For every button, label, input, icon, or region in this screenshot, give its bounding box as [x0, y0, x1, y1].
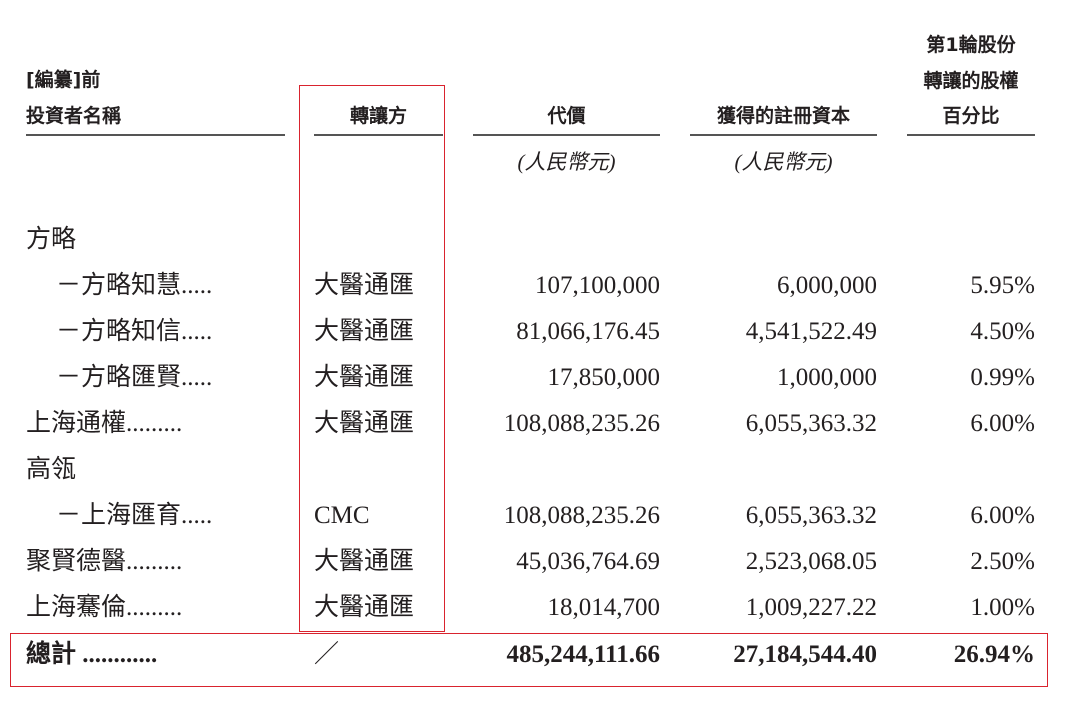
registered-capital: 6,000,000	[777, 272, 877, 299]
transferor: 大醫通匯	[314, 548, 415, 575]
table-row: 方略	[0, 220, 1080, 260]
equity-percentage: 4.50%	[970, 318, 1035, 345]
unit-capital: (人民幣元)	[734, 150, 833, 174]
header-pct-line2: 轉讓的股權	[923, 70, 1019, 92]
price: 108,088,235.26	[503, 410, 660, 437]
header-divider	[314, 134, 443, 136]
total-highlight-box	[10, 633, 1048, 687]
price: 18,014,700	[547, 594, 661, 621]
price: 107,100,000	[535, 272, 660, 299]
registered-capital: 6,055,363.32	[745, 410, 877, 437]
price: 81,066,176.45	[516, 318, 660, 345]
registered-capital: 1,000,000	[777, 364, 877, 391]
table-row: －方略匯賢..... 大醫通匯 17,850,000 1,000,000 0.99%	[0, 358, 1080, 398]
registered-capital: 6,055,363.32	[745, 502, 877, 529]
investor-name: 上海騫倫.........	[26, 594, 183, 621]
price: 17,850,000	[547, 364, 661, 391]
transferor: 大醫通匯	[314, 318, 415, 345]
investor-name: －方略匯賢.....	[56, 364, 213, 391]
equity-percentage: 5.95%	[970, 272, 1035, 299]
investor-name: －方略知信.....	[56, 318, 213, 345]
table-row: －方略知信..... 大醫通匯 81,066,176.45 4,541,522.49 4…	[0, 312, 1080, 352]
total-row: 總計 ............ ／ 485,244,111.66 27,184,…	[0, 635, 1080, 675]
table-row: 上海騫倫......... 大醫通匯 18,014,700 1,009,227.22 1…	[0, 588, 1080, 628]
transferor-highlight-box	[299, 85, 445, 632]
header-pct-line3: 百分比	[942, 105, 1000, 127]
registered-capital: 4,541,522.49	[745, 318, 877, 345]
total-transferor: ／	[314, 641, 340, 668]
header-divider	[473, 134, 660, 136]
transferor: CMC	[314, 502, 370, 529]
registered-capital: 1,009,227.22	[745, 594, 877, 621]
price: 45,036,764.69	[516, 548, 660, 575]
equity-percentage: 6.00%	[970, 502, 1035, 529]
equity-percentage: 6.00%	[970, 410, 1035, 437]
registered-capital: 2,523,068.05	[745, 548, 877, 575]
investor-name: －上海匯育.....	[56, 502, 213, 529]
transferor: 大醫通匯	[314, 272, 415, 299]
price: 108,088,235.26	[503, 502, 660, 529]
investor-name: 聚賢德醫.........	[26, 548, 183, 575]
header-capital: 獲得的註冊資本	[716, 105, 850, 127]
total-pct: 26.94%	[953, 641, 1035, 668]
transferor: 大醫通匯	[314, 364, 415, 391]
equity-percentage: 2.50%	[970, 548, 1035, 575]
transferor: 大醫通匯	[314, 594, 415, 621]
table-row: 聚賢德醫......... 大醫通匯 45,036,764.69 2,523,068.…	[0, 542, 1080, 582]
investor-name: 上海通權.........	[26, 410, 183, 437]
transferor: 大醫通匯	[314, 410, 415, 437]
investor-name: －方略知慧.....	[56, 272, 213, 299]
total-capital: 27,184,544.40	[733, 641, 877, 668]
equity-percentage: 1.00%	[970, 594, 1035, 621]
header-divider	[907, 134, 1035, 136]
header-name-line1: [編纂]前	[26, 69, 101, 91]
investor-name: 高瓴	[26, 456, 77, 483]
header-price: 代價	[547, 105, 586, 127]
header-divider	[26, 134, 285, 136]
header-transferor: 轉讓方	[349, 105, 407, 127]
table-row: 高瓴	[0, 450, 1080, 490]
header-pct-line1: 第1輪股份	[926, 34, 1016, 56]
table-row: －方略知慧..... 大醫通匯 107,100,000 6,000,000 5.95%	[0, 266, 1080, 306]
total-label: 總計 ............	[26, 641, 158, 668]
total-price: 485,244,111.66	[506, 641, 661, 668]
table-row: －上海匯育..... CMC 108,088,235.26 6,055,363.32 6…	[0, 496, 1080, 536]
table-row: 上海通權......... 大醫通匯 108,088,235.26 6,055,363…	[0, 404, 1080, 444]
investor-name: 方略	[26, 226, 77, 253]
header-name-line2: 投資者名稱	[26, 105, 122, 127]
equity-percentage: 0.99%	[970, 364, 1035, 391]
header-divider	[690, 134, 877, 136]
unit-price: (人民幣元)	[517, 150, 616, 174]
